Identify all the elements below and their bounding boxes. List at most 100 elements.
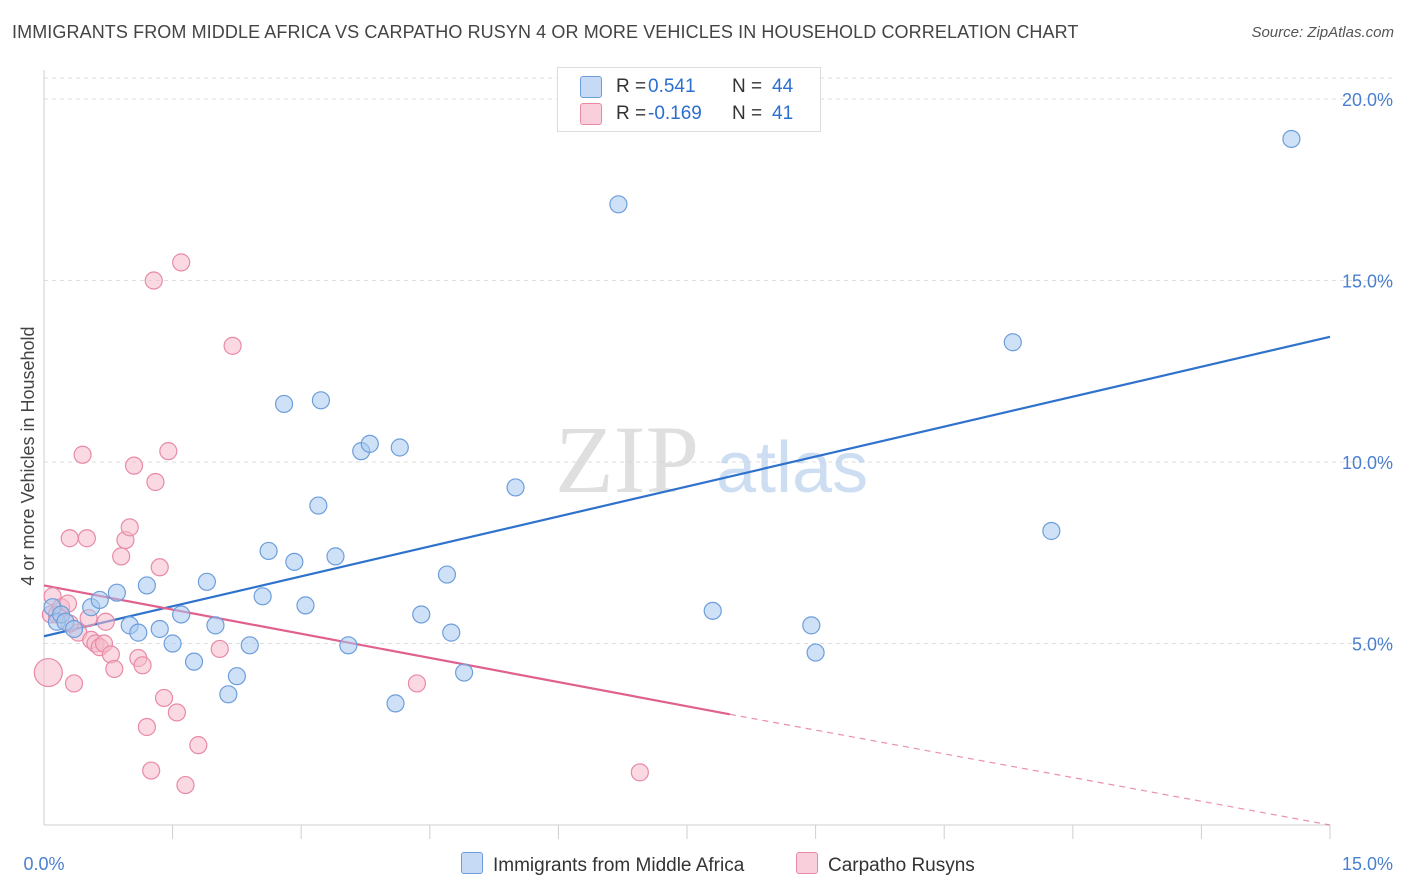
point-carpatho-rusyn bbox=[144, 271, 163, 290]
point-middle-africa bbox=[360, 434, 379, 453]
point-middle-africa bbox=[1282, 129, 1301, 149]
point-middle-africa bbox=[259, 541, 278, 561]
point-carpatho-rusyn bbox=[223, 336, 242, 355]
point-middle-africa bbox=[274, 394, 294, 414]
point-carpatho-rusyn bbox=[172, 253, 191, 272]
point-carpatho-rusyn bbox=[142, 761, 161, 780]
point-carpatho-rusyn bbox=[167, 703, 186, 722]
trend-line-middle-africa bbox=[43, 335, 1331, 638]
gridlines bbox=[44, 77, 1395, 645]
point-middle-africa bbox=[1042, 521, 1061, 541]
point-carpatho-rusyn bbox=[120, 518, 139, 537]
y-axis-label: 4 or more Vehicles in Household bbox=[18, 326, 38, 585]
legend-n-value: 41 bbox=[772, 103, 794, 124]
point-middle-africa bbox=[609, 195, 628, 214]
point-carpatho-rusyn bbox=[124, 456, 144, 475]
point-middle-africa bbox=[206, 616, 225, 635]
point-middle-africa bbox=[227, 667, 246, 686]
point-middle-africa bbox=[1003, 333, 1022, 352]
point-middle-africa bbox=[172, 605, 191, 624]
bottom-legend-label-blue: Immigrants from Middle Africa bbox=[493, 855, 745, 876]
point-middle-africa bbox=[64, 619, 84, 639]
point-middle-africa bbox=[703, 601, 722, 620]
x-tick-label: 15.0% bbox=[1342, 854, 1393, 874]
point-carpatho-rusyn bbox=[146, 472, 165, 492]
point-carpatho-rusyn bbox=[176, 775, 195, 795]
point-carpatho-rusyn bbox=[189, 736, 208, 755]
point-middle-africa bbox=[326, 547, 345, 566]
bottom-legend-blue: Immigrants from Middle Africa bbox=[461, 852, 744, 877]
point-middle-africa bbox=[129, 623, 148, 642]
point-middle-africa bbox=[309, 496, 328, 515]
point-middle-africa bbox=[386, 694, 405, 713]
point-middle-africa bbox=[442, 623, 461, 642]
y-tick-label: 15.0% bbox=[1342, 272, 1393, 292]
point-carpatho-rusyn bbox=[60, 529, 79, 548]
point-carpatho-rusyn bbox=[407, 674, 427, 693]
correlation-legend: R = 0.541 N = 44 R = -0.169 N = 41 bbox=[557, 67, 821, 132]
point-middle-africa bbox=[219, 685, 238, 704]
point-middle-africa bbox=[806, 643, 825, 662]
point-middle-africa bbox=[285, 552, 304, 571]
legend-n-value: 44 bbox=[772, 76, 794, 97]
point-middle-africa bbox=[90, 590, 109, 610]
point-middle-africa bbox=[390, 438, 409, 457]
bottom-legend-swatch-pink bbox=[796, 852, 818, 874]
watermark-atlas: atlas bbox=[716, 428, 868, 508]
bottom-legend-label-pink: Carpatho Rusyns bbox=[828, 855, 975, 876]
point-carpatho-rusyn bbox=[137, 717, 156, 737]
x-tick-label: 0.0% bbox=[23, 854, 64, 874]
legend-swatch-pink bbox=[580, 103, 602, 125]
point-middle-africa bbox=[107, 583, 126, 602]
point-middle-africa bbox=[311, 391, 331, 410]
point-carpatho-rusyn bbox=[112, 547, 131, 566]
tick-labels: 5.0% 10.0% 15.0% 20.0% 0.0% 15.0% bbox=[23, 90, 1393, 874]
point-middle-africa bbox=[454, 663, 474, 682]
point-middle-africa bbox=[150, 619, 169, 639]
legend-r-value: -0.169 bbox=[648, 103, 702, 124]
point-carpatho-rusyn bbox=[96, 612, 115, 631]
point-carpatho-rusyn bbox=[133, 656, 152, 675]
point-carpatho-rusyn bbox=[33, 657, 63, 688]
y-tick-label: 20.0% bbox=[1342, 90, 1393, 110]
point-middle-africa bbox=[339, 636, 358, 655]
point-middle-africa bbox=[137, 576, 156, 595]
point-carpatho-rusyn bbox=[73, 445, 92, 464]
point-middle-africa bbox=[802, 616, 821, 635]
point-carpatho-rusyn bbox=[630, 763, 649, 782]
legend-r-value: 0.541 bbox=[648, 76, 696, 97]
point-middle-africa bbox=[184, 652, 204, 671]
point-carpatho-rusyn bbox=[159, 442, 178, 461]
legend-n-label: N = bbox=[732, 103, 763, 124]
point-middle-africa bbox=[163, 634, 182, 653]
legend-n-label: N = bbox=[732, 76, 763, 97]
watermark-zip: ZIP bbox=[555, 406, 699, 513]
data-points bbox=[33, 129, 1301, 795]
y-tick-label: 5.0% bbox=[1352, 635, 1393, 655]
watermark: ZIP atlas bbox=[555, 406, 868, 513]
point-middle-africa bbox=[506, 478, 525, 497]
point-carpatho-rusyn bbox=[150, 558, 169, 577]
point-carpatho-rusyn bbox=[64, 674, 84, 693]
trend-lines bbox=[43, 335, 1331, 826]
legend-r-label: R = bbox=[616, 103, 647, 124]
point-middle-africa bbox=[197, 572, 216, 591]
bottom-legend-pink: Carpatho Rusyns bbox=[796, 852, 975, 877]
y-tick-label: 10.0% bbox=[1342, 453, 1393, 473]
bottom-legend-swatch-blue bbox=[461, 852, 483, 874]
legend-swatch-blue bbox=[580, 76, 602, 98]
point-carpatho-rusyn bbox=[105, 659, 124, 679]
legend-r-label: R = bbox=[616, 76, 647, 97]
point-middle-africa bbox=[437, 565, 457, 584]
trend-line-carpatho-rusyn-extension bbox=[729, 713, 1331, 826]
point-middle-africa bbox=[296, 596, 315, 615]
source-label: Source: ZipAtlas.com bbox=[1251, 24, 1394, 41]
chart-title: IMMIGRANTS FROM MIDDLE AFRICA VS CARPATH… bbox=[12, 22, 1079, 42]
point-carpatho-rusyn bbox=[77, 529, 96, 548]
point-middle-africa bbox=[240, 636, 259, 655]
point-middle-africa bbox=[253, 587, 272, 606]
axes bbox=[43, 70, 1331, 839]
point-carpatho-rusyn bbox=[210, 639, 229, 659]
trend-line-carpatho-rusyn bbox=[43, 584, 731, 716]
